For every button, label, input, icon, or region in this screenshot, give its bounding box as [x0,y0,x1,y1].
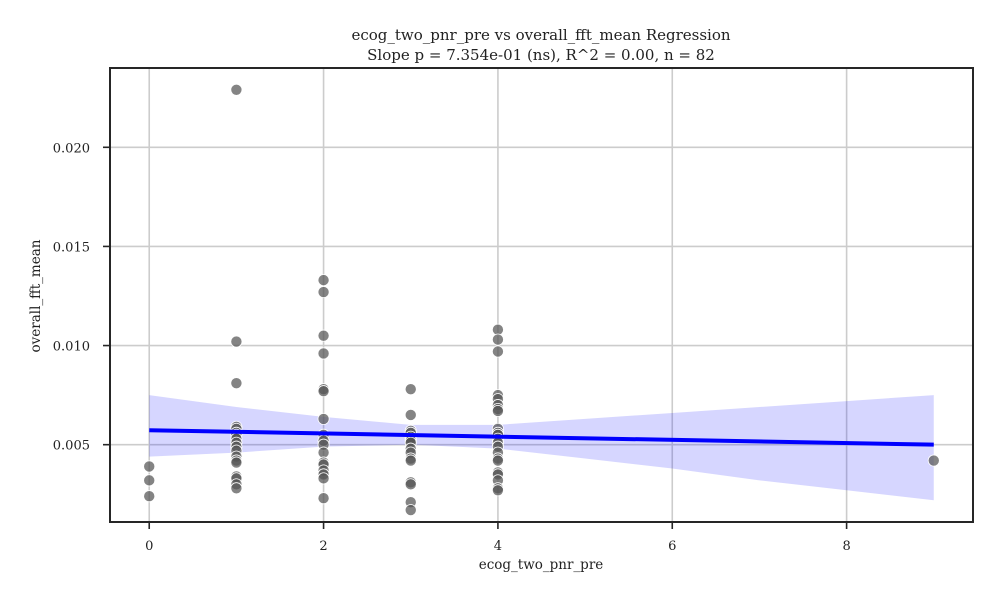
scatter-point [230,377,243,390]
scatter-point [317,492,330,505]
scatter-point [230,456,243,469]
chart-title: ecog_two_pnr_pre vs overall_fft_mean Reg… [351,26,730,44]
confidence-band-layer [149,395,934,501]
scatter-point [317,385,330,398]
scatter-point [317,347,330,360]
plot-frame [109,67,974,523]
scatter-point [143,474,156,487]
axis-ticks: 0 2 4 6 8 0.005 0.010 0.015 0.020 [53,141,851,554]
scatter-point [143,460,156,473]
scatter-point [927,454,940,467]
scatter-point [230,482,243,495]
y-tick-label: 0.015 [53,240,90,255]
chart-subtitle: Slope p = 7.354e-01 (ns), R^2 = 0.00, n … [367,46,715,64]
scatter-point [317,412,330,425]
x-tick-label: 2 [319,539,327,554]
x-tick-label: 4 [494,539,502,554]
y-tick-label: 0.010 [53,340,90,355]
x-tick-label: 0 [145,539,153,554]
x-tick-label: 6 [668,539,676,554]
scatter-point [317,472,330,485]
scatter-point [491,333,504,346]
scatter-point [230,335,243,348]
scatter-point [491,454,504,467]
y-tick-label: 0.005 [53,439,90,454]
scatter-point [317,286,330,299]
x-tick-label: 8 [842,539,850,554]
scatter-point [491,484,504,497]
scatter-point [491,345,504,358]
regression-line [149,428,934,447]
scatter-point [404,408,417,421]
scatter-point [404,478,417,491]
scatter-point [143,490,156,503]
scatter-point [317,329,330,342]
regression-line-layer [149,428,934,447]
scatter-point [230,83,243,96]
scatter-point [404,383,417,396]
x-axis-label: ecog_two_pnr_pre [479,557,604,573]
y-axis-label: overall_fft_mean [28,239,44,352]
scatter-point [404,454,417,467]
scatter-point [317,274,330,287]
scatter-point [491,404,504,417]
confidence-band [149,395,934,501]
y-tick-label: 0.020 [53,141,90,156]
scatter-point [404,504,417,517]
